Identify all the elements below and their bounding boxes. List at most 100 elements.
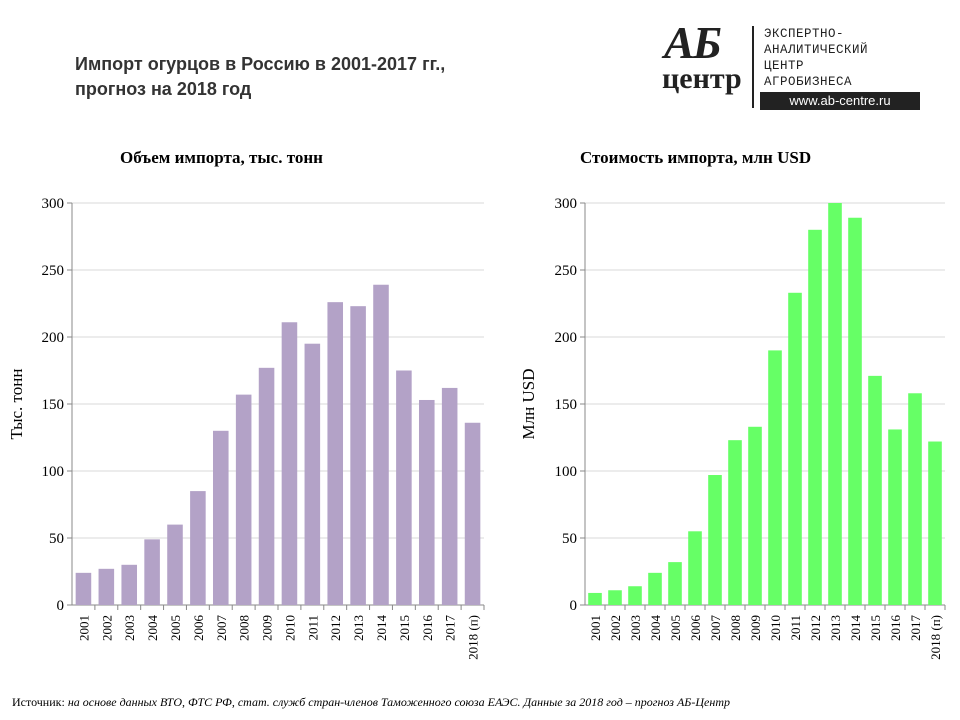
y-tick-label: 0 — [570, 598, 578, 614]
x-tick-label: 2014 — [848, 615, 863, 642]
x-tick-label: 2009 — [748, 615, 763, 641]
bar-value-2017 — [908, 393, 922, 605]
x-tick-label: 2010 — [768, 615, 783, 641]
logo-separator — [752, 26, 754, 108]
y-tick-label: 150 — [555, 397, 578, 413]
main-title: Импорт огурцов в Россию в 2001-2017 гг.,… — [75, 52, 445, 102]
logo-line4: АГРОБИЗНЕСА — [764, 75, 853, 89]
source-footer: Источник: на основе данных ВТО, ФТС РФ, … — [12, 695, 730, 710]
x-tick-label: 2005 — [668, 615, 683, 641]
x-tick-label: 2003 — [122, 615, 137, 641]
bar-volume-2002 — [98, 568, 115, 605]
bar-value-2009 — [748, 426, 762, 605]
x-tick-label: 2016 — [420, 615, 435, 642]
x-tick-label: 2011 — [305, 615, 320, 641]
bar-value-2012 — [808, 229, 822, 606]
chart-title-volume: Объем импорта, тыс. тонн — [120, 148, 323, 167]
chart-title-value: Стоимость импорта, млн USD — [580, 148, 812, 167]
x-tick-label: 2018 (п) — [466, 615, 481, 660]
x-tick-label: 2008 — [237, 615, 252, 641]
bar-value-2003 — [628, 586, 642, 605]
x-tick-label: 2008 — [728, 615, 743, 641]
x-tick-label: 2017 — [443, 615, 458, 642]
main-title-line1: Импорт огурцов в Россию в 2001-2017 гг., — [75, 54, 446, 74]
bar-value-2014 — [848, 217, 862, 606]
x-tick-label: 2018 (п) — [928, 615, 943, 660]
bar-volume-2004 — [144, 539, 160, 605]
x-tick-label: 2012 — [328, 615, 343, 641]
chart-volume: 0 50 100 150 200 250 300 Тыс. тонн 2001 2002 2003 2… — [7, 196, 485, 660]
bar-volume-2003 — [121, 564, 138, 605]
bar-value-2008 — [728, 440, 742, 605]
logo-line1: ЭКСПЕРТНО- — [764, 27, 845, 41]
y-tick-label: 250 — [555, 263, 578, 279]
bar-volume-2009 — [258, 367, 275, 605]
bar-value-2002 — [608, 590, 622, 605]
bar-value-2010 — [768, 350, 782, 605]
bar-value-2005 — [668, 562, 682, 605]
x-tick-label: 2011 — [788, 615, 803, 641]
logo-line2: АНАЛИТИЧЕСКИЙ — [764, 43, 869, 57]
logo-line3: ЦЕНТР — [764, 59, 805, 73]
bar-volume-2013 — [350, 306, 366, 605]
x-tick-label: 2006 — [688, 615, 703, 642]
bar-volume-2015 — [396, 370, 412, 605]
y-axis-label: Млн USD — [519, 369, 538, 440]
logo-url[interactable]: www.ab-centre.ru — [760, 92, 920, 110]
x-tick-label: 2015 — [868, 615, 883, 641]
bar-volume-2010 — [281, 322, 298, 605]
bar-value-2018 (п) — [928, 441, 942, 605]
y-tick-label: 100 — [42, 464, 65, 480]
bar-value-2006 — [688, 531, 702, 605]
bar-volume-2017 — [441, 387, 458, 605]
x-tick-label: 2013 — [351, 615, 366, 641]
x-tick-label: 2012 — [808, 615, 823, 641]
bar-value-2011 — [788, 292, 802, 605]
chart-value: 0 50 100 150 200 250 300 Млн USD 2001 2002 2003 200… — [519, 196, 946, 660]
logo-mark: АБ центр — [660, 17, 750, 114]
x-tick-label: 2004 — [648, 615, 663, 642]
bar-value-2016 — [888, 429, 902, 605]
bar-volume-2018 (п) — [464, 422, 481, 605]
y-tick-label: 300 — [555, 196, 578, 212]
x-tick-label: 2007 — [214, 615, 229, 642]
y-tick-label: 50 — [562, 531, 577, 547]
x-tick-label: 2009 — [260, 615, 275, 641]
x-tick-label: 2002 — [608, 615, 623, 641]
x-tick-label: 2005 — [168, 615, 183, 641]
x-tick-label: 2002 — [99, 615, 114, 641]
y-tick-label: 100 — [555, 464, 578, 480]
y-tick-label: 0 — [57, 598, 65, 614]
y-tick-label: 250 — [42, 263, 65, 279]
logo-mark-top: АБ — [664, 17, 722, 68]
y-tick-label: 300 — [42, 196, 65, 212]
bar-value-2007 — [708, 475, 722, 605]
y-axis-label: Тыс. тонн — [7, 369, 26, 440]
bar-volume-2011 — [304, 343, 321, 605]
bar-volume-2007 — [212, 430, 229, 605]
y-tick-label: 50 — [49, 531, 64, 547]
bar-volume-2012 — [327, 302, 344, 605]
bar-volume-2016 — [418, 399, 435, 605]
x-tick-label: 2015 — [397, 615, 412, 641]
x-tick-label: 2014 — [374, 615, 389, 642]
bar-volume-2005 — [167, 524, 183, 605]
source-label: Источник: — [12, 695, 65, 709]
x-tick-label: 2016 — [888, 615, 903, 642]
bar-value-2015 — [868, 375, 882, 605]
y-tick-label: 200 — [555, 330, 578, 346]
logo-mark-bottom: центр — [662, 62, 742, 95]
bar-value-2013 — [828, 203, 842, 605]
x-tick-label: 2004 — [145, 615, 160, 642]
source-text: на основе данных ВТО, ФТС РФ, стат. служ… — [67, 695, 730, 709]
main-title-line2: прогноз на 2018 год — [75, 79, 252, 99]
y-tick-label: 150 — [42, 397, 65, 413]
y-tick-label: 200 — [42, 330, 65, 346]
bar-volume-2006 — [190, 491, 206, 605]
x-tick-label: 2003 — [628, 615, 643, 641]
x-tick-label: 2010 — [282, 615, 297, 641]
bar-value-2004 — [648, 572, 662, 605]
ab-centre-logo: АБ центр ЭКСПЕРТНО- АНАЛИТИЧЕСКИЙ ЦЕНТР … — [660, 17, 925, 114]
x-tick-label: 2017 — [908, 615, 923, 642]
